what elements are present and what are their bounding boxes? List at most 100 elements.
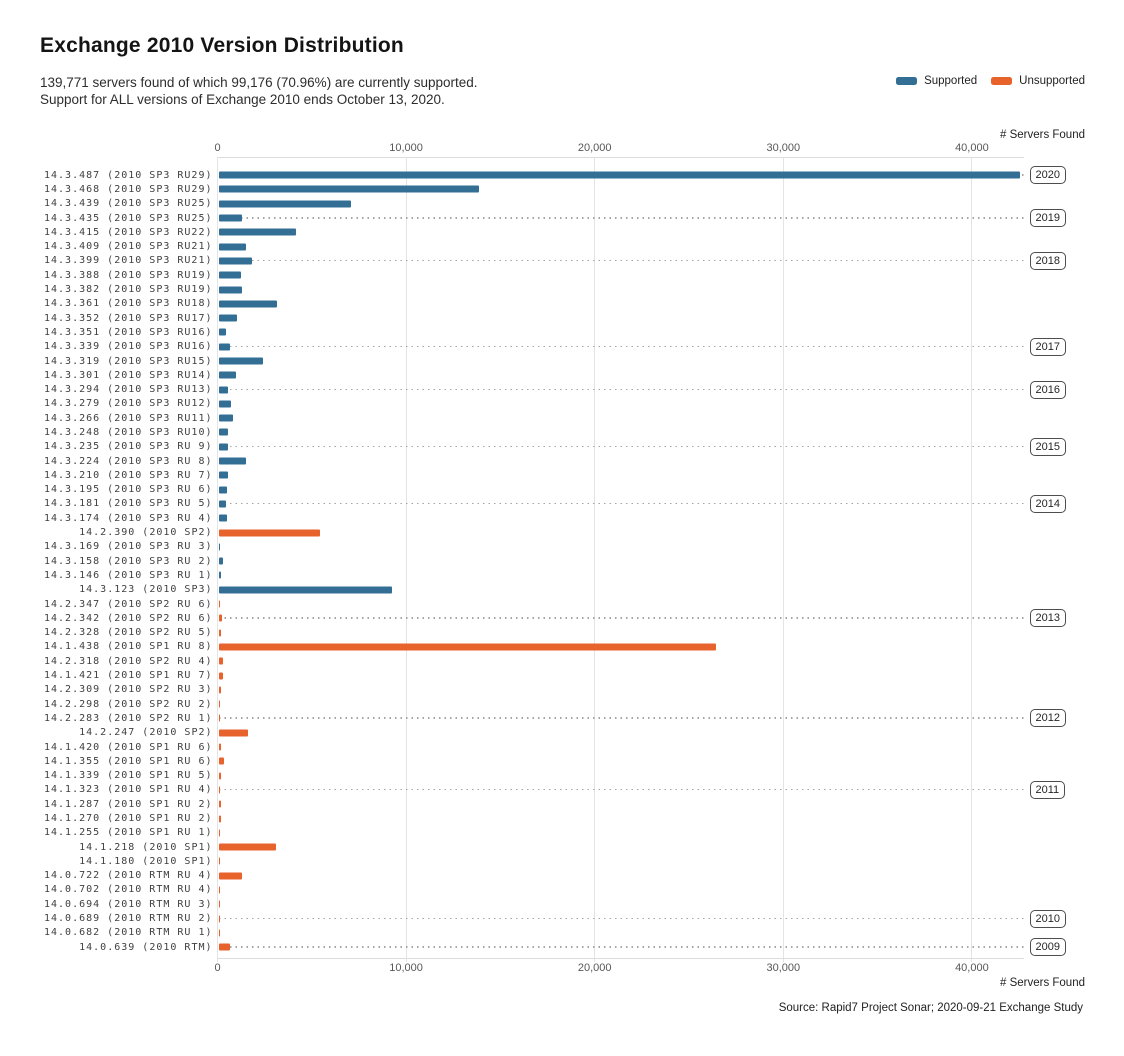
year-leader-line <box>218 617 1024 619</box>
version-label: 14.0.694 (2010 RTM RU 3) <box>44 898 213 910</box>
year-badge: 2019 <box>1029 209 1066 228</box>
unsupported-bar <box>218 786 220 794</box>
year-badge: 2020 <box>1029 166 1066 185</box>
unsupported-bar <box>218 700 221 708</box>
unsupported-bar <box>218 872 242 880</box>
version-label: 14.3.409 (2010 SP3 RU21) <box>44 241 213 253</box>
chart-row: 14.1.438 (2010 SP1 RU 8) <box>40 640 1090 654</box>
x-axis-ticks-bottom: 0 10,000 20,000 30,000 40,000 <box>214 962 1025 975</box>
version-label: 14.3.468 (2010 SP3 RU29) <box>44 183 213 195</box>
chart-row: 14.1.339 (2010 SP1 RU 5) <box>40 768 1090 782</box>
version-label: 14.0.682 (2010 RTM RU 1) <box>44 927 213 939</box>
chart-subtitle-line2: Support for ALL versions of Exchange 201… <box>40 92 445 107</box>
row-plot <box>218 282 1091 296</box>
supported-bar <box>218 486 227 494</box>
version-label: 14.1.420 (2010 SP1 RU 6) <box>44 741 213 753</box>
row-plot <box>218 468 1091 482</box>
row-plot <box>218 354 1091 368</box>
row-plot <box>218 626 1091 640</box>
version-label: 14.3.174 (2010 SP3 RU 4) <box>44 512 213 524</box>
gridline <box>217 157 218 962</box>
chart-row: 14.2.318 (2010 SP2 RU 4) <box>40 654 1090 668</box>
supported-bar <box>218 243 246 251</box>
chart-row: 14.3.169 (2010 SP3 RU 3) <box>40 540 1090 554</box>
row-plot <box>218 540 1091 554</box>
unsupported-bar <box>218 600 221 608</box>
x-tick-label: 0 <box>214 962 221 974</box>
row-plot <box>218 640 1091 654</box>
unsupported-bar <box>218 843 277 851</box>
row-plot <box>218 397 1091 411</box>
chart-row: 14.3.181 (2010 SP3 RU 5) 2014 <box>40 494 1090 513</box>
version-label: 14.2.298 (2010 SP2 RU 2) <box>44 698 213 710</box>
chart-row: 14.1.323 (2010 SP1 RU 4) 2011 <box>40 780 1090 799</box>
chart-row: 14.0.722 (2010 RTM RU 4) <box>40 869 1090 883</box>
row-plot <box>218 726 1091 740</box>
row-plot <box>218 697 1091 711</box>
unsupported-swatch-icon <box>991 77 1013 85</box>
version-label: 14.1.421 (2010 SP1 RU 7) <box>44 670 213 682</box>
chart-row: 14.3.388 (2010 SP3 RU19) <box>40 268 1090 282</box>
row-plot <box>218 454 1091 468</box>
row-plot <box>218 297 1091 311</box>
version-label: 14.2.342 (2010 SP2 RU 6) <box>44 612 213 624</box>
unsupported-bar <box>218 686 221 694</box>
unsupported-bar <box>218 772 221 780</box>
row-plot <box>218 225 1091 239</box>
unsupported-bar <box>218 529 320 537</box>
chart-row: 14.3.415 (2010 SP3 RU22) <box>40 225 1090 239</box>
supported-bar <box>218 271 242 279</box>
row-plot <box>218 883 1091 897</box>
row-plot <box>218 554 1091 568</box>
unsupported-bar <box>218 815 221 822</box>
year-badge: 2010 <box>1029 909 1066 928</box>
version-label: 14.2.318 (2010 SP2 RU 4) <box>44 655 213 667</box>
chart-row: 14.2.283 (2010 SP2 RU 1) 2012 <box>40 709 1091 728</box>
supported-bar <box>218 357 263 365</box>
supported-bar <box>218 500 227 508</box>
unsupported-bar <box>218 743 221 751</box>
chart-row: 14.0.689 (2010 RTM RU 2) 2010 <box>40 909 1090 928</box>
x-tick-label: 20,000 <box>577 962 612 974</box>
year-leader-line <box>218 217 1024 219</box>
supported-bar <box>218 286 242 294</box>
supported-swatch-icon <box>896 77 918 85</box>
version-label: 14.3.169 (2010 SP3 RU 3) <box>44 541 213 553</box>
chart-row: 14.3.439 (2010 SP3 RU25) <box>40 197 1090 211</box>
source-attribution: Source: Rapid7 Project Sonar; 2020-09-21… <box>778 1002 1083 1014</box>
supported-bar <box>218 328 226 336</box>
row-plot <box>218 197 1091 211</box>
chart-row: 14.3.123 (2010 SP3) <box>40 583 1090 597</box>
version-label: 14.0.639 (2010 RTM) <box>79 941 213 953</box>
version-label: 14.3.399 (2010 SP3 RU21) <box>44 255 213 267</box>
x-tick-label: 40,000 <box>955 142 989 154</box>
row-plot: 2009 <box>218 938 1091 957</box>
chart-row: 14.1.255 (2010 SP1 RU 1) <box>40 826 1090 840</box>
row-plot: 2012 <box>218 709 1091 728</box>
chart-row: 14.1.287 (2010 SP1 RU 2) <box>40 797 1090 811</box>
supported-bar <box>218 257 252 265</box>
version-label: 14.1.339 (2010 SP1 RU 5) <box>44 770 213 782</box>
version-label: 14.2.247 (2010 SP2) <box>79 727 213 739</box>
row-plot <box>218 368 1091 382</box>
gridline <box>782 157 784 962</box>
chart-row: 14.3.266 (2010 SP3 RU11) <box>40 411 1090 425</box>
year-leader-line <box>218 717 1024 719</box>
version-label: 14.3.351 (2010 SP3 RU16) <box>44 326 213 338</box>
chart-row: 14.2.247 (2010 SP2) <box>40 726 1090 740</box>
version-label: 14.3.339 (2010 SP3 RU16) <box>44 341 213 353</box>
supported-bar <box>218 300 277 308</box>
version-label: 14.3.279 (2010 SP3 RU12) <box>44 398 213 410</box>
axis-line-bottom <box>217 958 1024 959</box>
chart-row: 14.3.352 (2010 SP3 RU17) <box>40 311 1090 325</box>
chart-row: 14.0.682 (2010 RTM RU 1) <box>40 926 1090 940</box>
x-axis-ticks-top: 0 10,000 20,000 30,000 40,000 <box>214 142 1025 155</box>
chart-row: 14.3.210 (2010 SP3 RU 7) <box>40 468 1090 482</box>
row-plot <box>218 511 1091 525</box>
row-plot <box>218 869 1091 883</box>
version-label: 14.3.210 (2010 SP3 RU 7) <box>44 469 213 481</box>
gridline <box>594 157 596 962</box>
chart-row: 14.3.146 (2010 SP3 RU 1) <box>40 568 1090 582</box>
supported-bar <box>218 371 237 379</box>
unsupported-bar <box>218 629 222 637</box>
